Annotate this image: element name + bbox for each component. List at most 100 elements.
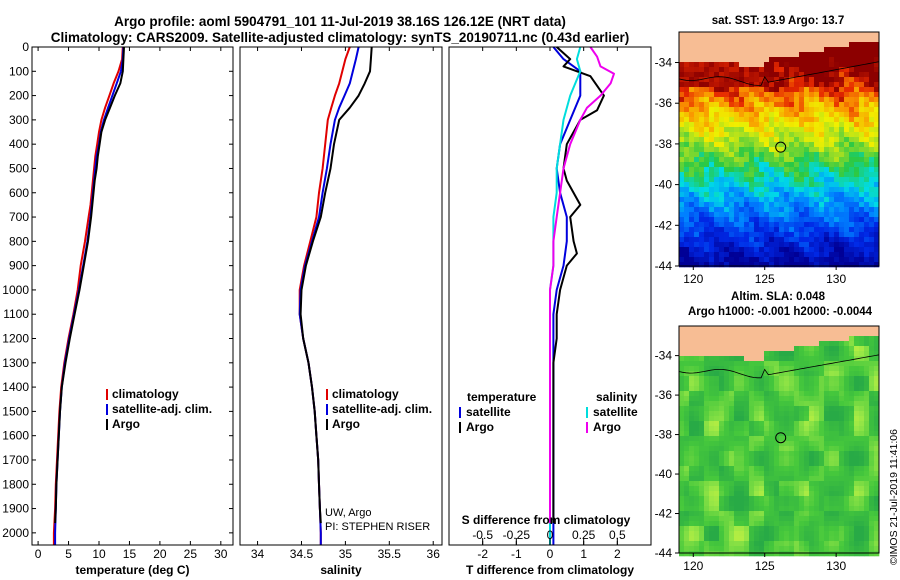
sla-map-cell — [799, 511, 805, 517]
sst-map-cell — [759, 217, 765, 223]
sla-map-cell — [819, 526, 825, 532]
sst-map-cell — [769, 157, 775, 163]
sst-map-cell — [799, 202, 805, 208]
sst-map-cell — [729, 242, 735, 248]
sst-map-cell — [804, 72, 810, 78]
sla-map-cell — [799, 521, 805, 527]
sst-map-cell — [794, 107, 800, 113]
sla-map-cell — [749, 351, 755, 357]
sla-map-cell — [789, 366, 795, 372]
sst-map-cell — [754, 47, 760, 53]
sla-map-cell — [714, 336, 720, 342]
sst-map-cell — [714, 197, 720, 203]
sst-map-cell — [689, 142, 695, 148]
sla-map-cell — [779, 481, 785, 487]
series-line-temperature-1 — [54, 46, 125, 545]
sla-map-cell — [759, 381, 765, 387]
sla-map-cell — [824, 346, 830, 352]
map-y-tick-label: -38 — [655, 428, 673, 442]
sla-map-cell — [699, 421, 705, 427]
x-tick-label-salinity: 36 — [427, 547, 441, 561]
sla-map-cell — [769, 516, 775, 522]
sla-map-cell — [864, 396, 870, 402]
sst-map-cell — [799, 252, 805, 258]
sst-map-cell — [784, 132, 790, 138]
sst-map-cell — [774, 62, 780, 68]
sst-map-cell — [869, 162, 875, 168]
sla-map-cell — [729, 456, 735, 462]
sst-map-cell — [814, 172, 820, 178]
sst-map-cell — [864, 207, 870, 213]
sst-map-cell — [819, 207, 825, 213]
map-x-tick-label: 120 — [683, 272, 703, 286]
sla-map-cell — [699, 476, 705, 482]
sla-map-cell — [759, 471, 765, 477]
sst-map-cell — [854, 117, 860, 123]
sst-map-cell — [679, 257, 685, 263]
sst-map-cell — [809, 137, 815, 143]
sst-map-cell — [694, 237, 700, 243]
sst-map-cell — [864, 152, 870, 158]
sla-map-cell — [799, 476, 805, 482]
sla-map-cell — [799, 456, 805, 462]
sla-map-cell — [709, 331, 715, 337]
sst-map-cell — [794, 237, 800, 243]
sla-map-cell — [689, 401, 695, 407]
sla-map-cell — [694, 336, 700, 342]
sst-map-cell — [689, 222, 695, 228]
map-x-tick-label: 125 — [755, 272, 775, 286]
sst-map-cell — [779, 102, 785, 108]
sla-map-cell — [739, 471, 745, 477]
sla-map-cell — [864, 471, 870, 477]
sla-map-cell — [679, 546, 685, 552]
sst-map-cell — [739, 142, 745, 148]
sst-map-cell — [784, 172, 790, 178]
sla-map-cell — [774, 501, 780, 507]
sst-map-cell — [849, 87, 855, 93]
map-y-tick-label: -42 — [655, 218, 673, 232]
sla-map-cell — [769, 336, 775, 342]
sst-map-cell — [834, 252, 840, 258]
sst-map-cell — [819, 57, 825, 63]
sst-map-cell — [684, 172, 690, 178]
sst-map-cell — [714, 82, 720, 88]
sla-map-cell — [809, 406, 815, 412]
sla-map-cell — [709, 371, 715, 377]
sla-map-cell — [749, 471, 755, 477]
sla-map-cell — [854, 481, 860, 487]
sst-map-cell — [769, 47, 775, 53]
sst-map-cell — [759, 162, 765, 168]
sla-map-cell — [784, 411, 790, 417]
sla-map-cell — [764, 531, 770, 537]
sla-map-cell — [694, 506, 700, 512]
sla-map-cell — [819, 531, 825, 537]
sst-map-cell — [694, 92, 700, 98]
sst-map-cell — [779, 192, 785, 198]
sla-map-cell — [804, 531, 810, 537]
sla-map-cell — [784, 486, 790, 492]
sla-map-cell — [859, 451, 865, 457]
sla-map-cell — [694, 466, 700, 472]
sla-map-cell — [734, 351, 740, 357]
sla-map-cell — [704, 351, 710, 357]
sla-map-cell — [789, 516, 795, 522]
sla-map-cell — [754, 426, 760, 432]
sla-map-cell — [839, 411, 845, 417]
sla-map-cell — [799, 551, 805, 557]
sst-map-cell — [734, 227, 740, 233]
sla-map-cell — [749, 421, 755, 427]
sst-map-cell — [794, 77, 800, 83]
sst-map-cell — [864, 127, 870, 133]
sst-map-cell — [809, 207, 815, 213]
sla-map-cell — [864, 491, 870, 497]
sla-map-cell — [809, 376, 815, 382]
sla-map-cell — [704, 326, 710, 332]
sla-map-cell — [849, 476, 855, 482]
sla-map-cell — [729, 436, 735, 442]
sla-map-cell — [869, 351, 875, 357]
sla-map-cell — [874, 351, 880, 357]
sla-map-cell — [734, 441, 740, 447]
sla-map-cell — [699, 516, 705, 522]
sst-map-cell — [804, 157, 810, 163]
sla-map-cell — [739, 411, 745, 417]
